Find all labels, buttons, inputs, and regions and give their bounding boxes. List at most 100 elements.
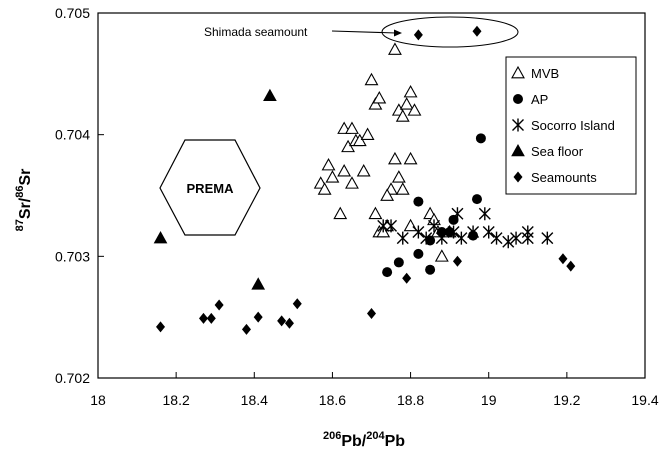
point-mvb bbox=[399, 97, 414, 110]
point-mvb bbox=[368, 97, 383, 110]
point-seamounts bbox=[198, 312, 208, 324]
point-socorro-island bbox=[510, 231, 523, 245]
point-seamounts bbox=[566, 260, 576, 272]
point-mvb bbox=[352, 133, 367, 147]
y-axis-title: 87Sr/86Sr bbox=[14, 169, 34, 232]
point-socorro-island bbox=[435, 231, 448, 245]
point-seamounts bbox=[241, 323, 251, 335]
point-mvb bbox=[395, 182, 410, 195]
point-ap bbox=[475, 133, 486, 144]
point-mvb bbox=[325, 170, 340, 183]
point-seamounts bbox=[452, 255, 462, 267]
legend-marker-socorro-island bbox=[512, 118, 524, 132]
x-tick-label: 18.8 bbox=[397, 392, 424, 408]
point-seamounts bbox=[284, 317, 294, 329]
point-mvb bbox=[321, 157, 336, 171]
point-mvb bbox=[395, 109, 410, 122]
point-seamounts bbox=[472, 25, 482, 37]
x-tick-label: 19 bbox=[481, 392, 497, 408]
point-mvb bbox=[337, 164, 352, 177]
point-seamounts bbox=[277, 315, 287, 327]
point-socorro-island bbox=[502, 235, 515, 249]
point-mvb bbox=[388, 151, 402, 165]
point-socorro-island bbox=[396, 231, 409, 245]
legend-marker-sea-floor bbox=[511, 143, 525, 157]
point-mvb bbox=[407, 103, 422, 116]
point-seamounts bbox=[156, 321, 166, 333]
point-mvb bbox=[388, 42, 402, 55]
point-socorro-island bbox=[451, 207, 464, 221]
x-tick-label: 19.4 bbox=[631, 392, 658, 408]
point-socorro-island bbox=[521, 231, 534, 245]
plot-axes bbox=[97, 12, 646, 379]
point-socorro-island bbox=[412, 225, 425, 239]
point-mvb bbox=[403, 151, 418, 165]
point-mvb bbox=[372, 91, 387, 104]
point-mvb bbox=[333, 206, 348, 220]
point-ap bbox=[393, 257, 404, 268]
shimada-arrow-line bbox=[331, 30, 397, 34]
x-axis-ticks: 18 18.2 18.4 18.6 18.8 19 19.2 19.4 bbox=[90, 372, 659, 408]
legend-marker-mvb bbox=[511, 65, 525, 79]
point-seamounts bbox=[206, 312, 216, 324]
point-socorro-island bbox=[455, 231, 468, 245]
point-seamounts bbox=[214, 299, 224, 311]
shimada-ellipse bbox=[381, 16, 519, 48]
point-sea-floor bbox=[263, 88, 277, 102]
point-ap bbox=[444, 227, 455, 237]
y-tick-label: 0.705 bbox=[55, 5, 90, 21]
point-seamounts bbox=[402, 272, 412, 284]
point-mvb bbox=[434, 249, 449, 262]
point-mvb bbox=[403, 84, 418, 98]
shimada-label: Shimada seamount bbox=[204, 25, 308, 39]
y-tick-label: 0.703 bbox=[55, 248, 90, 264]
point-ap bbox=[425, 264, 436, 275]
point-mvb bbox=[368, 206, 383, 220]
point-socorro-island bbox=[541, 231, 554, 245]
legend-label-sea-floor: Sea floor bbox=[531, 144, 584, 159]
legend-marker-ap bbox=[513, 94, 523, 104]
point-seamounts bbox=[413, 29, 423, 41]
prema-label: PREMA bbox=[187, 181, 235, 196]
plot-frame bbox=[97, 12, 646, 379]
prema-region: PREMA bbox=[159, 139, 261, 236]
point-mvb bbox=[364, 72, 379, 86]
point-seamounts bbox=[558, 253, 568, 265]
point-mvb bbox=[317, 182, 332, 195]
point-mvb bbox=[391, 170, 406, 183]
point-ap bbox=[471, 194, 482, 205]
legend: MVB AP Socorro Island Sea floor Seamounts bbox=[505, 56, 637, 195]
point-socorro-island bbox=[447, 225, 460, 239]
point-socorro-island bbox=[385, 219, 398, 233]
x-axis-title: 206Pb/204Pb bbox=[323, 430, 405, 450]
point-ap bbox=[413, 196, 424, 207]
legend-box bbox=[505, 56, 637, 195]
point-socorro-island bbox=[467, 225, 480, 239]
point-socorro-island bbox=[428, 219, 441, 233]
point-ap bbox=[382, 267, 393, 278]
point-mvb bbox=[380, 188, 395, 201]
point-sea-floor bbox=[153, 231, 168, 244]
y-axis-ticks: 0.702 0.703 0.704 0.705 bbox=[55, 5, 104, 386]
legend-label-mvb: MVB bbox=[531, 66, 559, 81]
point-socorro-island bbox=[482, 225, 495, 239]
point-mvb bbox=[356, 164, 371, 177]
x-tick-label: 19.2 bbox=[553, 392, 580, 408]
point-sea-floor bbox=[251, 277, 266, 290]
x-tick-label: 18.4 bbox=[241, 392, 268, 408]
point-seamounts bbox=[253, 311, 263, 323]
point-ap bbox=[448, 214, 459, 225]
point-ap bbox=[413, 248, 424, 259]
y-tick-label: 0.704 bbox=[55, 127, 90, 143]
point-mvb bbox=[345, 176, 359, 189]
point-seamounts bbox=[292, 298, 302, 310]
point-seamounts bbox=[367, 308, 376, 320]
y-tick-label: 0.702 bbox=[55, 370, 90, 386]
point-socorro-island bbox=[490, 231, 503, 245]
shimada-annotation: Shimada seamount bbox=[204, 16, 519, 48]
x-tick-label: 18.6 bbox=[319, 392, 346, 408]
prema-hexagon bbox=[159, 139, 261, 236]
legend-marker-seamounts bbox=[513, 171, 523, 183]
point-socorro-island bbox=[478, 207, 491, 221]
